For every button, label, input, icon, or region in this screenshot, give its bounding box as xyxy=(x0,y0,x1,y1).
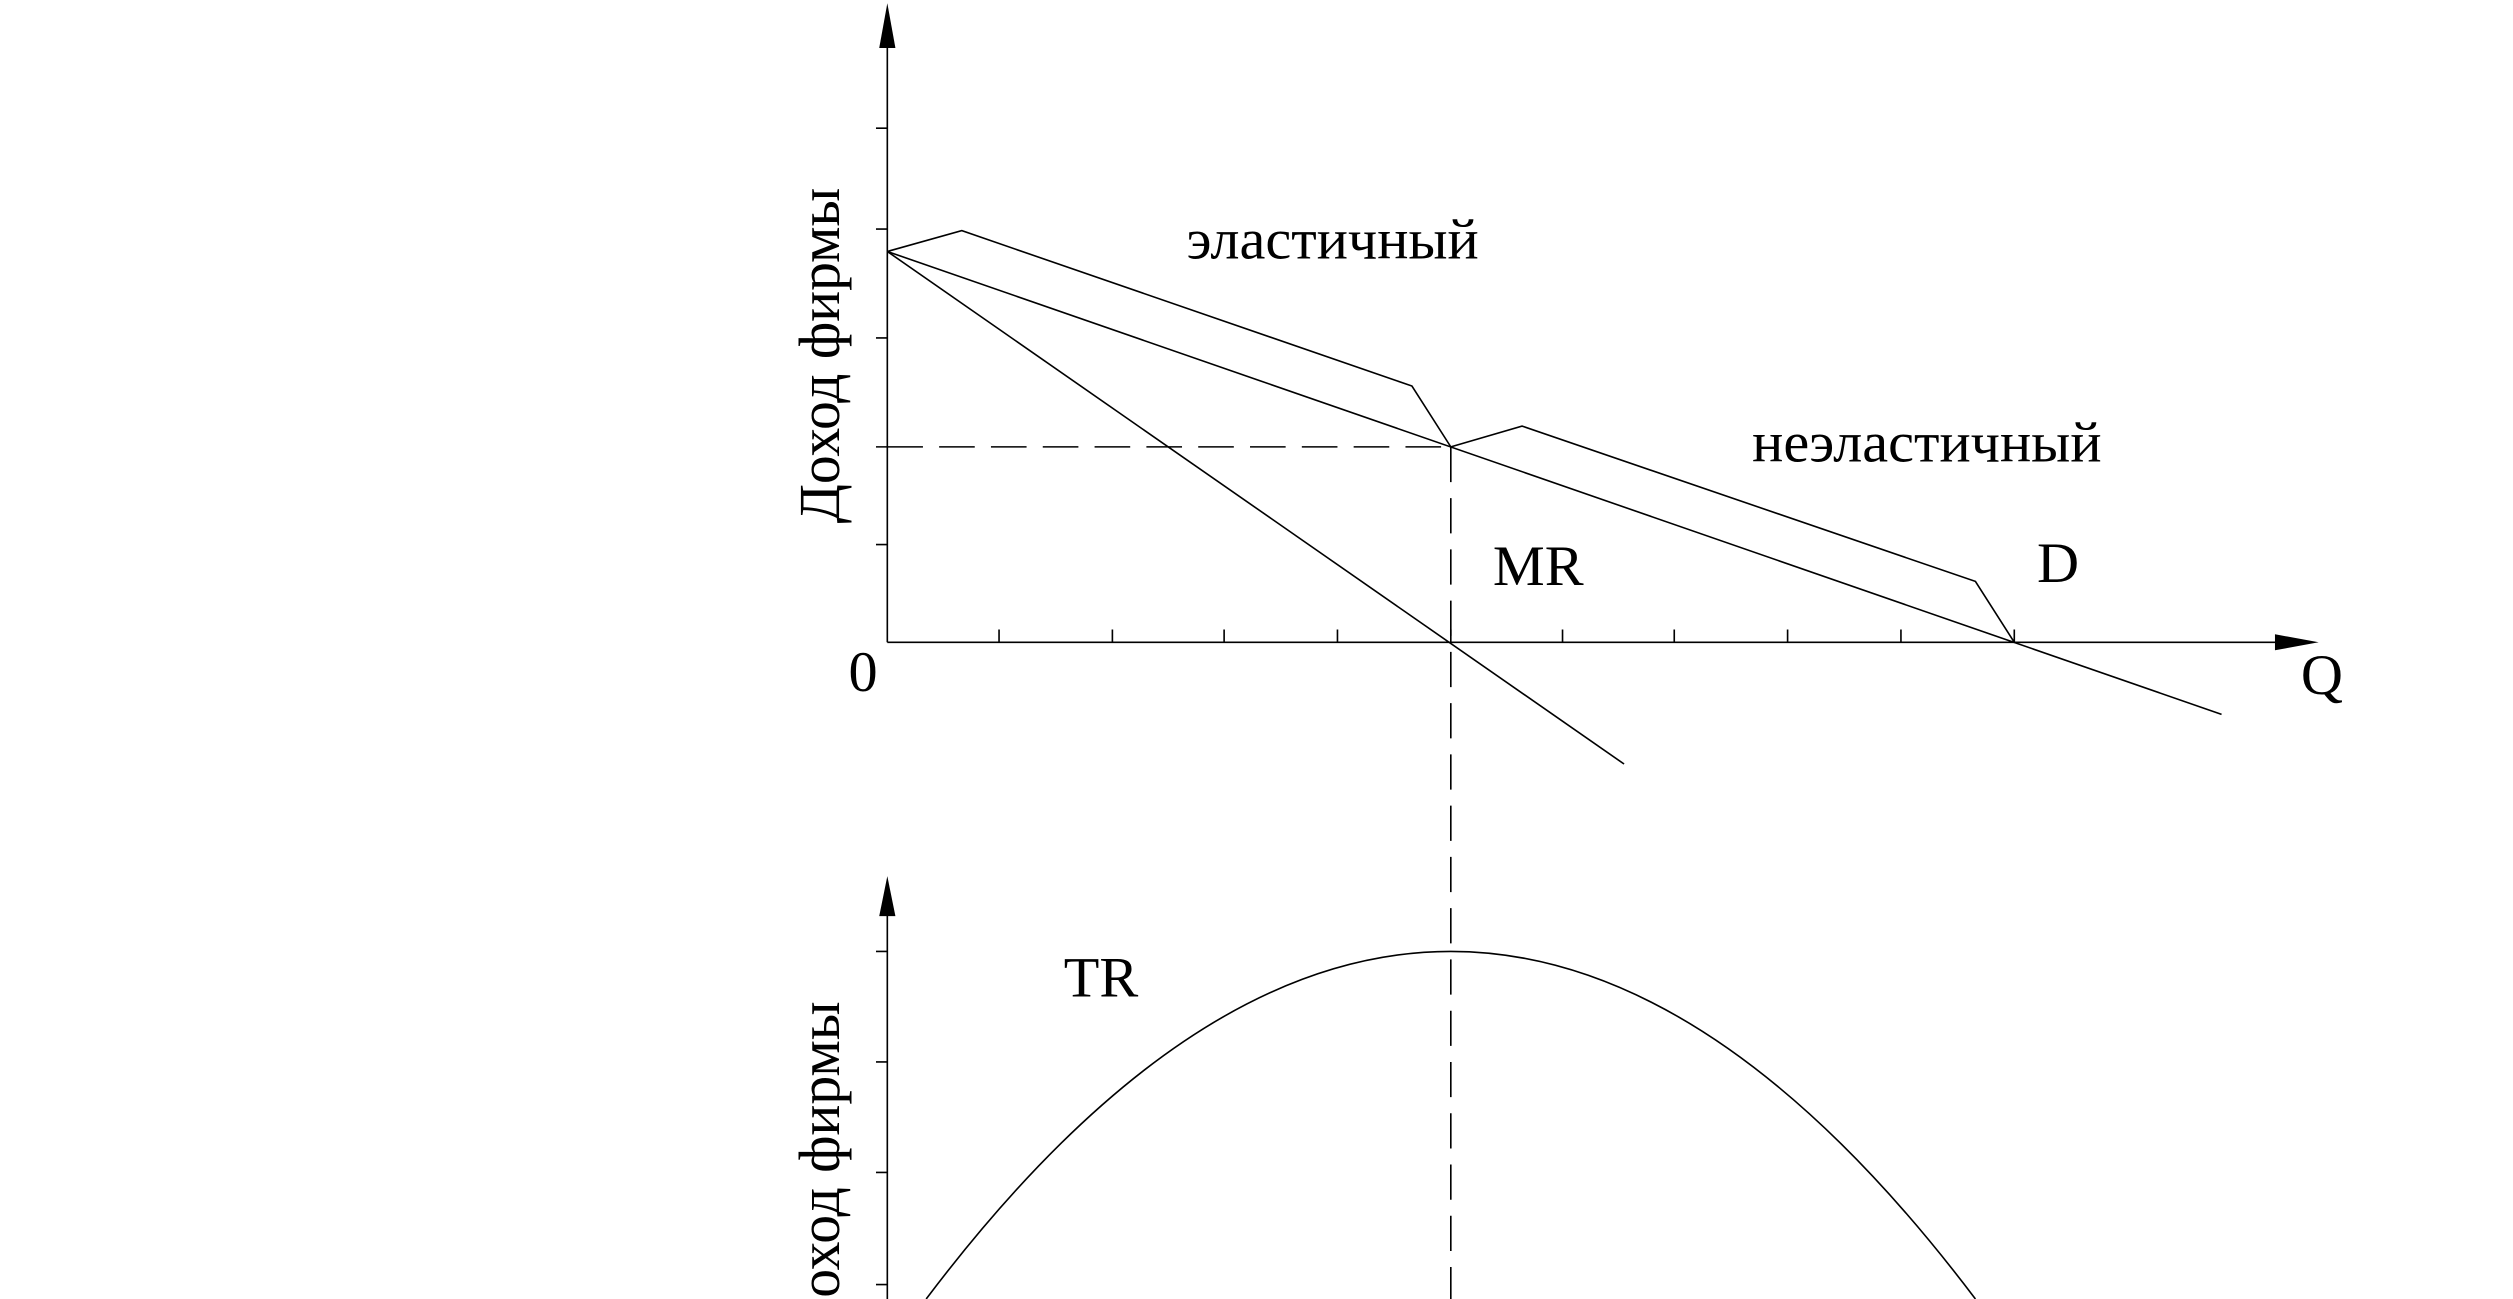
top-graph: Доход фирмы 0 Q эластичный неэластичный … xyxy=(787,3,2343,765)
inelastic-label: неэластичный xyxy=(1752,410,2101,475)
elastic-bracket xyxy=(887,229,1452,448)
d-label: D xyxy=(2037,530,2079,595)
y-ticks xyxy=(875,127,888,546)
tr-label: TR xyxy=(1064,945,1139,1010)
y-ticks xyxy=(875,950,888,1286)
origin-label: 0 xyxy=(848,639,877,704)
bottom-graph: Доход фирмы TR xyxy=(787,876,1977,1299)
x-axis-label: Q xyxy=(2301,642,2343,707)
y-axis-label: Доход фирмы xyxy=(787,188,852,524)
x-arrow xyxy=(2274,634,2319,651)
mr-line xyxy=(886,250,1625,765)
y-axis-label: Доход фирмы xyxy=(787,1001,852,1299)
inelastic-bracket xyxy=(1450,425,2015,643)
tr-curve xyxy=(925,950,1977,1299)
demand-line xyxy=(887,250,2222,716)
y-arrow xyxy=(879,3,896,49)
x-ticks xyxy=(998,629,2016,643)
y-arrow xyxy=(879,876,896,917)
mr-label: MR xyxy=(1493,533,1584,598)
elastic-label: эластичный xyxy=(1186,207,1478,272)
